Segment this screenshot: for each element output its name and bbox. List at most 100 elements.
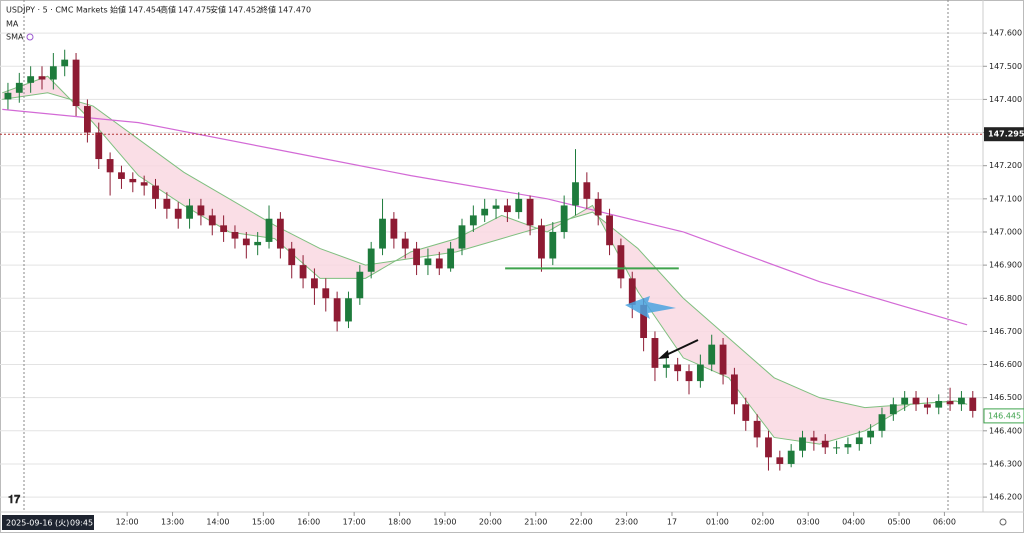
candle-body	[969, 397, 977, 411]
candle-body	[413, 248, 420, 266]
candle-body	[447, 248, 455, 269]
logo: 𝟏𝟕	[8, 493, 21, 506]
candle-body	[49, 66, 57, 80]
x-tick-label: 02:00	[751, 518, 774, 527]
candle-body	[923, 404, 931, 408]
candle-body	[38, 76, 46, 80]
candle-body	[617, 245, 625, 279]
candle-body	[129, 178, 137, 183]
candle-body	[878, 414, 886, 431]
y-tick-label: 147.600	[989, 29, 1022, 38]
blue-arrow	[625, 296, 676, 319]
x-tick-label: 06:00	[933, 518, 956, 527]
candle-body	[742, 404, 750, 421]
candle-body	[231, 231, 239, 239]
candle-body	[390, 218, 398, 239]
candle-body	[345, 298, 352, 322]
candle-body	[106, 159, 114, 173]
candle-body	[855, 437, 863, 445]
y-tick-label: 146.200	[989, 493, 1022, 502]
candle-body	[424, 258, 432, 266]
candle-body	[458, 225, 466, 249]
candle-body	[208, 215, 216, 226]
x-tick-label: 21:00	[524, 518, 547, 527]
candle-body	[799, 437, 806, 451]
candle-body	[367, 248, 375, 272]
candle-body	[356, 271, 364, 299]
ma-slow	[2, 92, 968, 409]
candle-body	[333, 298, 341, 322]
candle-body	[220, 225, 228, 232]
symbol: USDJPY · 5 · CMC Markets	[6, 6, 108, 15]
x-tick-label: 12:00	[116, 518, 139, 527]
candle-body	[379, 218, 386, 249]
close-label: 終値	[260, 5, 276, 15]
settings-icon[interactable]	[999, 518, 1007, 526]
sma-line	[2, 108, 968, 326]
y-tick-label: 146.400	[989, 426, 1022, 435]
candle-body	[753, 420, 761, 438]
sma-label: SMA	[6, 33, 24, 42]
candle-body	[322, 288, 330, 299]
x-tick-label: 14:00	[206, 518, 229, 527]
candle-body	[288, 248, 296, 266]
low-label: 安値	[210, 5, 226, 15]
candle-body	[435, 258, 443, 269]
y-tick-label: 146.800	[989, 294, 1022, 303]
x-tick-label: 23:00	[615, 518, 638, 527]
candle-body	[833, 447, 840, 449]
candle-body	[606, 215, 613, 246]
candle-body	[118, 172, 125, 179]
candle-body	[27, 76, 35, 83]
candle-body	[254, 241, 262, 246]
high-value: 147.475	[178, 6, 211, 15]
x-tick-label: 17:00	[343, 518, 366, 527]
x-tick-label: 04:00	[842, 518, 865, 527]
candle-body	[72, 59, 80, 107]
indicator-icon[interactable]	[26, 33, 34, 41]
last-price: 146.445	[988, 411, 1021, 420]
y-tick-label: 146.600	[989, 360, 1022, 369]
x-tick-label: 18:00	[388, 518, 411, 527]
candle-body	[696, 364, 704, 382]
candle-body	[503, 205, 511, 213]
candle-body	[935, 400, 943, 408]
x-tick-label: 17	[667, 518, 677, 527]
candle-body	[197, 205, 205, 216]
x-tick-label: 13:00	[161, 518, 184, 527]
legend: USDJPY · 5 · CMC Markets 始値 147.454 高値 1…	[6, 5, 311, 42]
candle-body	[83, 106, 91, 133]
candle-body	[276, 218, 284, 249]
candle-body	[651, 338, 659, 368]
candle-body	[583, 182, 591, 199]
ma-label: MA	[6, 20, 19, 29]
plot	[2, 49, 977, 471]
candle-body	[765, 437, 772, 458]
candle-body	[265, 218, 273, 242]
x-tick-label: 20:00	[479, 518, 502, 527]
y-tick-label: 146.900	[989, 261, 1022, 270]
candle-body	[810, 437, 818, 441]
y-tick-label: 147.200	[989, 161, 1022, 170]
close-value: 147.470	[278, 6, 311, 15]
candle-body	[901, 397, 909, 405]
crosshair-badge	[984, 127, 1024, 142]
black-arrow	[658, 339, 699, 359]
candle-body	[719, 344, 727, 375]
candle-body	[538, 225, 545, 259]
candle-body	[946, 400, 954, 405]
low-value: 147.452	[228, 6, 261, 15]
candle-body	[708, 344, 716, 365]
candle-body	[640, 304, 648, 339]
open-value: 147.454	[128, 6, 161, 15]
candle-body	[572, 182, 579, 206]
cursor-badge	[2, 515, 94, 530]
candle-body	[152, 185, 159, 199]
x-tick-label: 01:00	[706, 518, 729, 527]
x-tick-label: 03:00	[797, 518, 820, 527]
candle-body	[787, 450, 795, 464]
x-tick-label: 15:00	[252, 518, 275, 527]
last-price-badge	[983, 408, 1024, 424]
